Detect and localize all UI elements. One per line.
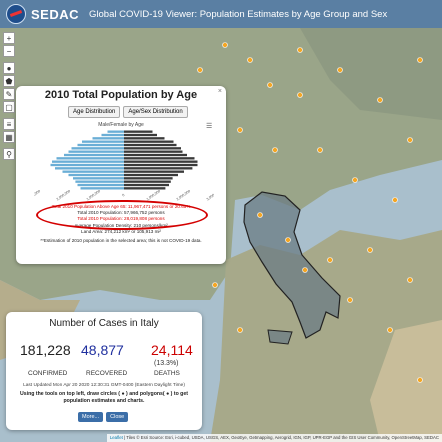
male-bar bbox=[82, 141, 124, 143]
instructions: Using the tools on top left, draw circle… bbox=[14, 391, 194, 405]
popup-title: 2010 Total Population by Age bbox=[16, 89, 226, 101]
panel-buttons: More... Close bbox=[78, 412, 128, 422]
x-tick-label: 2,000,000 bbox=[56, 190, 71, 201]
highlight-ellipse bbox=[36, 200, 208, 230]
app-title: Global COVID-19 Viewer: Population Estim… bbox=[89, 9, 387, 20]
male-bar bbox=[93, 137, 125, 139]
male-bar bbox=[63, 171, 125, 173]
female-bar bbox=[124, 141, 174, 143]
male-bar bbox=[73, 177, 124, 179]
confirmed-label: CONFIRMED bbox=[28, 370, 67, 377]
tab-age-sex-distribution[interactable]: Age/Sex Distribution bbox=[123, 106, 187, 118]
chart-menu-icon[interactable]: ☰ bbox=[206, 122, 212, 130]
female-bar bbox=[124, 154, 187, 156]
zoom-in-button[interactable]: + bbox=[3, 32, 15, 44]
male-bar bbox=[108, 131, 125, 133]
layers-icon[interactable]: ≡ bbox=[3, 118, 15, 130]
x-tick-label: 3,000,000 bbox=[34, 190, 41, 201]
x-tick-label: 2,000,000 bbox=[176, 190, 191, 201]
female-bar bbox=[124, 177, 173, 179]
search-icon[interactable]: ⚲ bbox=[3, 148, 15, 160]
cases-panel: Number of Cases in Italy 181,228 48,877 … bbox=[6, 312, 202, 430]
attribution-text: | Tiles © Esri Source: Esri, i-cubed, US… bbox=[124, 435, 439, 440]
female-bar bbox=[124, 157, 195, 159]
confirmed-count: 181,228 bbox=[20, 342, 71, 358]
population-pyramid-chart bbox=[34, 130, 214, 190]
x-tick-label: 3,000,000 bbox=[206, 190, 214, 201]
female-bar bbox=[124, 171, 184, 173]
map-attribution: Leaflet | Tiles © Esri Source: Esri, i-c… bbox=[107, 434, 442, 442]
brand-name: SEDAC bbox=[31, 7, 79, 22]
male-bar bbox=[72, 147, 125, 149]
male-bar bbox=[64, 154, 124, 156]
female-bar bbox=[124, 144, 177, 146]
female-bar bbox=[124, 151, 183, 153]
female-bar bbox=[124, 164, 198, 166]
chart-tabs: Age Distribution Age/Sex Distribution bbox=[68, 106, 188, 118]
female-bar bbox=[124, 137, 165, 139]
recovered-label: RECOVERED bbox=[86, 370, 127, 377]
nasa-logo-icon bbox=[6, 4, 26, 24]
male-bar bbox=[69, 151, 125, 153]
delete-icon[interactable]: ▢ bbox=[3, 101, 15, 113]
death-percentage: (13.3%) bbox=[154, 360, 179, 367]
female-bar bbox=[124, 134, 157, 136]
app-header: SEDAC Global COVID-19 Viewer: Population… bbox=[0, 0, 442, 28]
cases-title: Number of Cases in Italy bbox=[6, 318, 202, 329]
data-note: **Estimation of 2010 population in the s… bbox=[16, 238, 226, 244]
draw-polygon-icon[interactable]: ⬟ bbox=[3, 75, 15, 87]
zoom-out-button[interactable]: − bbox=[3, 45, 15, 57]
male-bar bbox=[51, 164, 125, 166]
male-bar bbox=[52, 161, 124, 163]
more-button[interactable]: More... bbox=[78, 412, 103, 422]
recovered-count: 48,877 bbox=[81, 342, 124, 358]
female-bar bbox=[124, 167, 192, 169]
female-bar bbox=[124, 161, 198, 163]
male-bar bbox=[78, 184, 125, 186]
male-bar bbox=[102, 134, 125, 136]
female-bar bbox=[124, 131, 153, 133]
basemap-icon[interactable]: ▦ bbox=[3, 131, 15, 143]
male-bar bbox=[69, 174, 125, 176]
x-tick-label: 0 bbox=[121, 193, 125, 197]
close-button[interactable]: Close bbox=[106, 412, 128, 422]
leaflet-link[interactable]: Leaflet bbox=[110, 435, 123, 440]
chart-title: Male/Female by Age bbox=[16, 122, 226, 128]
last-updated: Last Updated Mon Apr 20 2020 12:30:31 GM… bbox=[6, 383, 202, 388]
deaths-label: DEATHS bbox=[154, 370, 180, 377]
female-bar bbox=[124, 184, 169, 186]
population-popup: × 2010 Total Population by Age Age Distr… bbox=[16, 86, 226, 264]
draw-circle-icon[interactable]: ● bbox=[3, 62, 15, 74]
map-toolbar: + − ● ⬟ ✎ ▢ ≡ ▦ ⚲ bbox=[3, 32, 15, 161]
female-bar bbox=[124, 174, 178, 176]
male-bar bbox=[75, 181, 124, 183]
female-bar bbox=[124, 147, 181, 149]
edit-icon[interactable]: ✎ bbox=[3, 88, 15, 100]
deaths-count: 24,114 bbox=[151, 342, 193, 358]
male-bar bbox=[78, 144, 125, 146]
x-tick-label: 1,000,000 bbox=[146, 190, 161, 201]
male-bar bbox=[57, 157, 125, 159]
tab-age-distribution[interactable]: Age Distribution bbox=[68, 106, 120, 118]
female-bar bbox=[124, 181, 171, 183]
male-bar bbox=[55, 167, 124, 169]
